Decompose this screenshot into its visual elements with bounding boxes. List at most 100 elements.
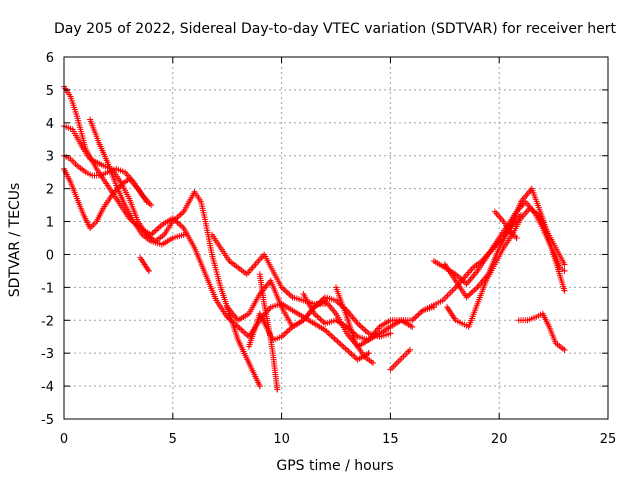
data-point [319, 317, 326, 324]
data-point [409, 323, 416, 330]
data-point [468, 290, 475, 297]
y-tick-label: 4 [46, 117, 54, 132]
data-point [283, 288, 290, 295]
data-point [413, 313, 420, 320]
data-point [357, 323, 364, 330]
data-point [238, 326, 245, 333]
data-point [466, 291, 473, 298]
y-tick-label: 5 [46, 84, 54, 99]
data-point [416, 310, 423, 317]
data-point [143, 198, 150, 205]
data-point [145, 267, 152, 274]
series-track-j [256, 271, 281, 393]
data-point [284, 290, 291, 297]
x-tick-label: 5 [169, 432, 177, 447]
y-tick-label: 0 [46, 248, 54, 263]
data-point [561, 261, 568, 268]
y-tick-label: 3 [46, 150, 54, 165]
series-track-f [137, 254, 152, 274]
data-point [281, 287, 288, 294]
data-point [284, 328, 291, 335]
data-point [331, 335, 338, 342]
data-point [360, 326, 367, 333]
data-point [348, 351, 355, 358]
grid-lines [64, 57, 608, 419]
data-point [336, 339, 343, 346]
data-point [179, 210, 186, 217]
data-point [471, 287, 478, 294]
y-tick-label: -5 [41, 413, 54, 428]
series-track-m [387, 346, 413, 373]
data-point [235, 323, 242, 330]
x-tick-label: 10 [273, 432, 290, 447]
data-point [469, 288, 476, 295]
data-point [561, 267, 568, 274]
data-point [362, 327, 369, 334]
plot-frame [63, 56, 609, 420]
data-point [256, 383, 263, 390]
data-point [274, 386, 281, 393]
data-point [148, 202, 155, 209]
data-point [561, 346, 568, 353]
data-points [61, 83, 568, 393]
series-track-l [333, 284, 376, 367]
y-tick-label: 2 [46, 183, 54, 198]
data-point [333, 337, 339, 344]
y-axis-label: SDTVAR / TECUs [7, 183, 23, 298]
y-tick-label: 6 [46, 51, 54, 66]
data-point [339, 342, 346, 349]
data-point [343, 346, 350, 353]
data-point [154, 226, 161, 233]
data-point [315, 314, 322, 321]
data-point [365, 350, 372, 357]
data-point [280, 285, 287, 292]
x-tick-label: 25 [600, 432, 617, 447]
x-tick-label: 15 [382, 432, 399, 447]
data-point [342, 345, 349, 352]
series-track-g [208, 231, 329, 307]
data-point [472, 285, 479, 292]
series-track-r [491, 208, 520, 241]
x-tick-label: 0 [60, 432, 68, 447]
data-point [281, 330, 288, 337]
data-point [346, 349, 353, 356]
data-point [242, 330, 249, 337]
data-point [329, 334, 336, 341]
data-point [177, 211, 184, 218]
y-tick-label: -2 [41, 314, 54, 329]
data-point [410, 315, 417, 322]
data-point [415, 311, 422, 318]
data-point [561, 287, 568, 294]
series-track-s [515, 310, 568, 353]
data-point [406, 346, 413, 353]
y-tick-label: -1 [41, 281, 54, 296]
data-point [314, 313, 321, 320]
data-point [180, 231, 187, 238]
data-point [312, 312, 319, 319]
data-point [356, 321, 363, 328]
data-point [337, 341, 344, 348]
data-point [239, 328, 246, 335]
data-point [176, 220, 183, 227]
series-track-b [61, 123, 263, 390]
data-point [328, 332, 335, 339]
data-point [387, 330, 394, 337]
x-axis-label: GPS time / hours [276, 458, 393, 474]
y-tick-label: 1 [46, 216, 54, 231]
series-track-k [300, 290, 416, 344]
data-point [369, 360, 376, 367]
data-point [412, 314, 419, 321]
data-point [325, 329, 332, 336]
data-point [176, 212, 183, 219]
data-point [283, 329, 290, 336]
axis-ticks: 0 5 10 15 20 25 -5 -4 -3 -2 -1 0 1 2 3 4 5 6 [41, 51, 616, 447]
data-point [155, 224, 162, 231]
series-track-e [87, 116, 187, 248]
x-tick-label: 20 [491, 432, 508, 447]
data-point [340, 344, 347, 351]
data-point [286, 291, 293, 298]
data-point [177, 222, 184, 229]
series-track-q [443, 205, 568, 330]
data-point [359, 324, 366, 331]
data-point [179, 223, 186, 230]
